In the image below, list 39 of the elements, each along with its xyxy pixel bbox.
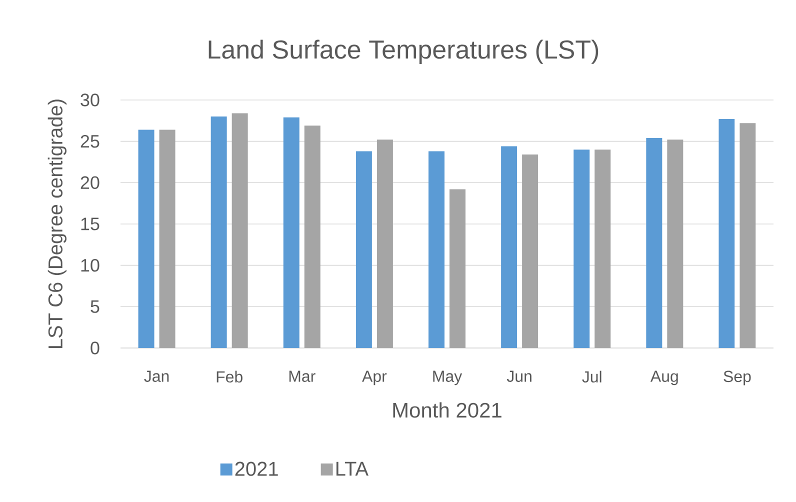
y-axis-title: LST C6 (Degree centigrade) xyxy=(48,100,66,348)
bar xyxy=(522,154,538,348)
x-tick-label: Mar xyxy=(289,370,316,382)
x-axis-title: Month 2021 xyxy=(393,402,502,418)
bar xyxy=(232,113,248,348)
bar xyxy=(283,117,300,348)
bar xyxy=(501,146,518,348)
bar xyxy=(646,138,662,348)
x-tick-label: Aug xyxy=(650,370,678,386)
x-tick-label: Jun xyxy=(506,370,532,382)
bar xyxy=(138,130,154,348)
bar xyxy=(304,126,320,348)
x-tick-label: Jul xyxy=(582,370,602,383)
x-tick-label: Jan xyxy=(144,370,169,382)
legend-label: LTA xyxy=(336,462,369,476)
y-tick-label: 30 xyxy=(80,94,100,106)
bar xyxy=(376,140,393,348)
bar xyxy=(356,151,372,348)
bar xyxy=(210,116,227,348)
bar xyxy=(450,189,466,348)
x-tick-label: Sep xyxy=(724,370,751,386)
bar xyxy=(718,119,735,348)
bar xyxy=(574,150,590,348)
y-tick-label: 0 xyxy=(90,342,100,354)
y-tick-label: 25 xyxy=(80,134,100,148)
y-tick-label: 10 xyxy=(81,258,100,272)
y-tick-label: 5 xyxy=(90,300,100,313)
x-tick-label: Feb xyxy=(216,370,242,383)
x-tick-label: May xyxy=(433,370,462,386)
bar xyxy=(428,151,444,348)
y-tick-label: 20 xyxy=(80,176,100,190)
bar xyxy=(594,150,611,348)
bar xyxy=(740,123,756,348)
bar xyxy=(159,130,176,348)
x-tick-label: Apr xyxy=(362,370,387,386)
y-tick-label: 15 xyxy=(81,218,100,230)
bar xyxy=(667,140,684,348)
legend-label: 2021 xyxy=(235,462,278,476)
chart-title: Land Surface Temperatures (LST) xyxy=(208,40,598,64)
